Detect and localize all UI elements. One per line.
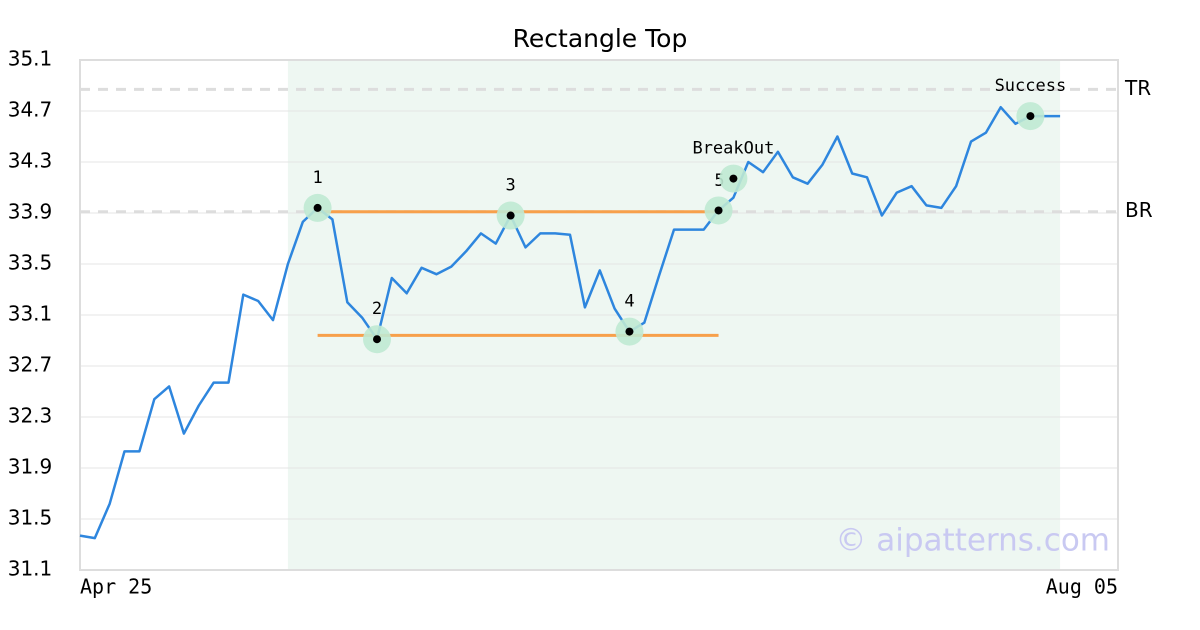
x-tick-label: Apr 25 xyxy=(80,575,152,599)
marker-label: 5 xyxy=(714,171,724,191)
marker-label: BreakOut xyxy=(692,139,774,159)
chart-title: Rectangle Top xyxy=(513,24,688,53)
marker-dot xyxy=(313,203,322,212)
plot-border xyxy=(79,59,1119,571)
marker-dot xyxy=(1026,112,1035,121)
marker-dot xyxy=(625,327,634,336)
marker-dot xyxy=(714,206,723,215)
y-tick-label: 31.9 xyxy=(8,455,53,479)
marker-label: Success xyxy=(995,76,1067,96)
marker-dot xyxy=(373,335,381,344)
marker-label: 1 xyxy=(312,168,322,188)
marker-dot xyxy=(506,211,515,220)
level-label: BR xyxy=(1125,198,1153,222)
y-tick-label: 35.1 xyxy=(8,47,53,71)
y-tick-label: 34.3 xyxy=(8,149,53,173)
y-tick-label: 34.7 xyxy=(8,98,53,122)
marker-dot xyxy=(729,174,738,183)
marker-label: 3 xyxy=(506,176,516,196)
watermark: © aipatterns.com xyxy=(835,523,1110,559)
y-tick-label: 31.1 xyxy=(8,557,53,581)
y-tick-label: 32.3 xyxy=(8,404,53,428)
marker-label: 4 xyxy=(624,292,634,312)
x-tick-label: Aug 05 xyxy=(1046,575,1118,599)
price-line xyxy=(79,105,1061,540)
y-tick-label: 33.1 xyxy=(8,302,53,326)
level-label: TR xyxy=(1124,76,1151,100)
marker-label: 2 xyxy=(372,299,382,319)
y-tick-label: 33.9 xyxy=(8,200,53,224)
y-tick-label: 32.7 xyxy=(8,353,53,377)
y-tick-label: 31.5 xyxy=(8,506,53,530)
y-tick-label: 33.5 xyxy=(8,251,53,275)
